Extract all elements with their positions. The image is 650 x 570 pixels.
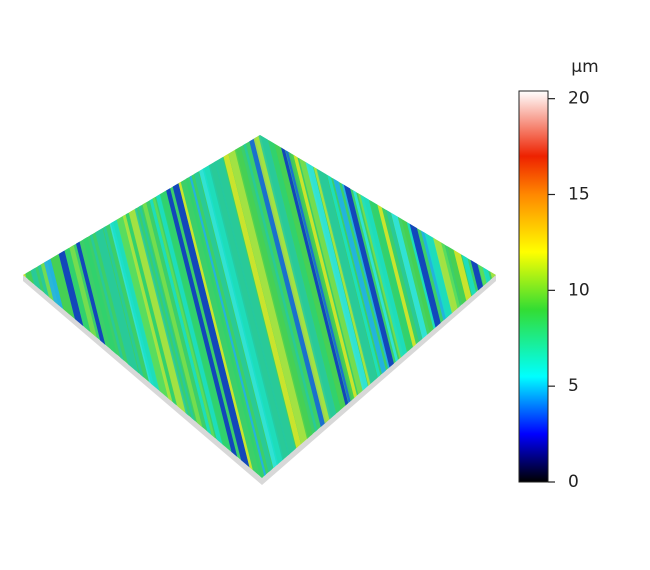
colorbar-tick-label: 20 — [568, 89, 590, 109]
colorbar-title: µm — [571, 57, 598, 77]
colorbar-tick-label: 15 — [568, 185, 590, 205]
colorbar-tick-label: 0 — [568, 472, 579, 492]
colorbar-tick-label: 5 — [568, 376, 579, 396]
colorbar — [518, 90, 549, 483]
colorbar-tick-label: 10 — [568, 280, 590, 300]
